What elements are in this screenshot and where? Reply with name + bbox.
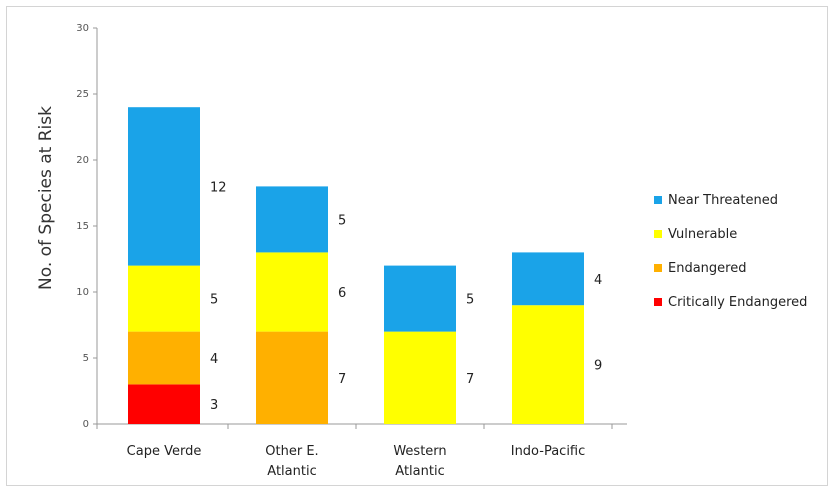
y-tick-label: 10 bbox=[76, 287, 89, 298]
x-category-label: Cape Verde bbox=[127, 444, 202, 459]
data-labels: 3 4 5 12 7 6 5 7 5 9 4 bbox=[210, 180, 602, 413]
bar-segment-near-threatened bbox=[384, 265, 456, 332]
category-labels: Cape Verde Other E. Atlantic Western Atlanti… bbox=[127, 444, 586, 479]
bar-segment-vulnerable bbox=[384, 331, 456, 424]
legend-label: Endangered bbox=[668, 261, 746, 276]
x-category-label: Indo-Pacific bbox=[511, 444, 586, 459]
y-tick-label: 30 bbox=[76, 23, 89, 34]
data-label: 12 bbox=[210, 180, 227, 195]
y-tick-label: 15 bbox=[76, 221, 89, 232]
data-label: 5 bbox=[210, 293, 218, 308]
stacked-bar-chart: 0 5 10 15 20 25 30 3 4 5 12 7 6 5 7 5 9 4 Cape Verde Othe… bbox=[36, 23, 807, 479]
bar-segment-critically-endangered bbox=[128, 384, 200, 424]
data-label: 9 bbox=[594, 359, 602, 374]
bar-segment-near-threatened bbox=[512, 252, 584, 306]
y-tick-label: 0 bbox=[83, 419, 89, 430]
legend-swatch bbox=[654, 230, 662, 238]
legend-label: Near Threatened bbox=[668, 193, 778, 208]
bar-segment-near-threatened bbox=[128, 107, 200, 266]
chart-frame: 0 5 10 15 20 25 30 3 4 5 12 7 6 5 7 5 9 4 Cape Verde Othe… bbox=[6, 6, 828, 486]
data-label: 5 bbox=[338, 213, 346, 228]
x-category-label: Other E. Atlantic bbox=[265, 444, 318, 479]
bar-segment-vulnerable bbox=[256, 252, 328, 332]
data-label: 3 bbox=[210, 398, 218, 413]
bar-segment-vulnerable bbox=[512, 305, 584, 424]
data-label: 4 bbox=[210, 352, 218, 367]
bar-segment-vulnerable bbox=[128, 265, 200, 332]
bar-segment-near-threatened bbox=[256, 186, 328, 253]
y-tick-label: 20 bbox=[76, 155, 89, 166]
legend-swatch bbox=[654, 298, 662, 306]
data-label: 5 bbox=[466, 293, 474, 308]
data-label: 4 bbox=[594, 273, 602, 288]
y-tick-label: 5 bbox=[83, 353, 89, 364]
y-tick-label: 25 bbox=[76, 89, 89, 100]
y-axis-title: No. of Species at Risk bbox=[36, 106, 56, 290]
legend-swatch bbox=[654, 196, 662, 204]
legend-swatch bbox=[654, 264, 662, 272]
x-category-label: Western Atlantic bbox=[393, 444, 446, 479]
bars bbox=[128, 107, 584, 424]
data-label: 6 bbox=[338, 286, 346, 301]
legend-label: Critically Endangered bbox=[668, 295, 807, 310]
data-label: 7 bbox=[338, 372, 346, 387]
legend: Near Threatened Vulnerable Endangered Criti… bbox=[654, 193, 807, 310]
bar-segment-endangered bbox=[256, 331, 328, 424]
data-label: 7 bbox=[466, 372, 474, 387]
bar-segment-endangered bbox=[128, 331, 200, 385]
legend-label: Vulnerable bbox=[668, 227, 737, 242]
